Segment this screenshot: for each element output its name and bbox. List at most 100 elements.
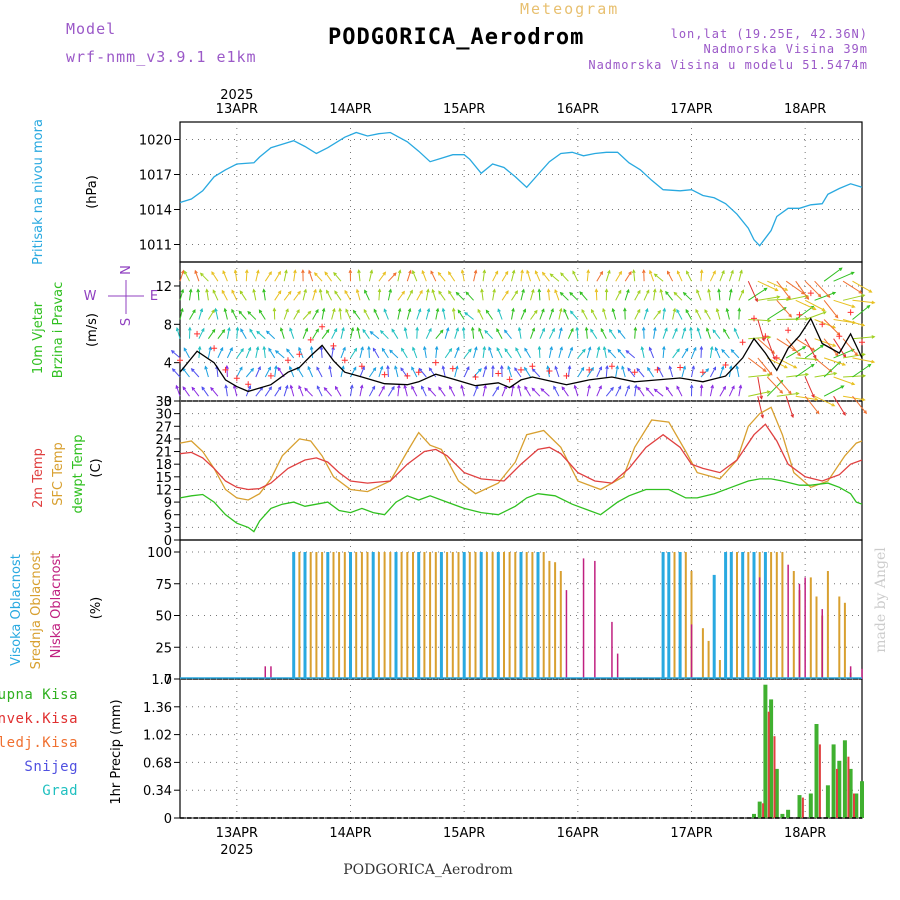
mid-cloud-bar [775, 552, 778, 679]
wind-arrow-head [372, 347, 377, 352]
wind-arrow [673, 292, 683, 301]
wind-arrow-head [696, 289, 700, 294]
wind-arrow-head [760, 414, 764, 419]
wind-arrow-head [617, 348, 621, 353]
wind-arrow-head [239, 366, 243, 371]
wind-arrow [283, 385, 288, 397]
wind-arrow [264, 367, 271, 378]
wind-arrow [795, 280, 809, 300]
wind-arrow [672, 348, 680, 359]
wind-arrow [482, 346, 486, 358]
wind-arrow [719, 270, 725, 282]
wind-arrow-head [534, 270, 539, 275]
wind-arrow [247, 311, 257, 320]
total-precip-bar [774, 768, 779, 818]
wind-arrow-head [551, 327, 555, 332]
wind-arrow [197, 289, 200, 301]
wind-arrow-head [249, 328, 253, 333]
mid-cloud-bar-group [298, 552, 852, 679]
wind-arrow-head [421, 385, 425, 390]
wind-arrow-head [348, 269, 353, 274]
wind-arrow-head [705, 327, 710, 332]
wind-arrow [785, 280, 805, 295]
wind-arrow [406, 308, 411, 320]
wind-arrow-head [640, 346, 645, 351]
wind-arrow-head [268, 386, 273, 391]
wind-arrow-head [768, 371, 773, 376]
temp2m-line [179, 423, 863, 491]
wind-arrow [683, 292, 692, 301]
mid-cloud-bar [684, 552, 687, 679]
wind-arrow-head [549, 346, 553, 351]
wind-gust-marker [773, 354, 780, 361]
wind-arrow [200, 272, 209, 282]
wind-gust-marker [222, 366, 229, 373]
wind-arrow [748, 374, 771, 378]
wind-arrow-head [664, 327, 668, 332]
wind-arrow [738, 308, 740, 320]
wind-arrow-head [707, 288, 711, 293]
wind-arrow-head [621, 365, 625, 370]
wind-arrow [312, 329, 319, 339]
wind-arrow [321, 329, 330, 340]
wind-arrow-head [541, 327, 545, 332]
wind-arrow-head [194, 269, 198, 274]
wind-arrow [643, 308, 648, 320]
wind-arrow [320, 346, 323, 358]
wind-arrow [718, 289, 721, 301]
wind-arrow-head [287, 290, 292, 295]
wind-arrow-head [460, 384, 464, 389]
wind-arrow [389, 349, 399, 359]
wind-arrow-head [191, 386, 196, 391]
wind-arrow [695, 309, 702, 320]
wind-arrow [833, 338, 847, 358]
wind-arrow [672, 328, 678, 339]
wind-arrow-head [182, 386, 187, 391]
wind-arrow-head [805, 372, 810, 377]
wind-arrow [189, 309, 196, 320]
wind-arrow [416, 327, 418, 339]
wind-arrow-head [411, 366, 415, 371]
wind-arrow [482, 366, 487, 378]
wind-arrow-head [423, 345, 427, 351]
wind-arrow [607, 349, 617, 359]
wind-arrow-head [334, 385, 339, 390]
wind-arrow [464, 312, 474, 320]
wind-arrow [852, 336, 875, 340]
wind-arrow [615, 290, 622, 301]
wind-arrow-head [657, 366, 661, 371]
high-cloud-bar [349, 552, 352, 679]
wind-gust-marker [785, 327, 792, 334]
wind-gust-marker [233, 375, 240, 382]
wind-arrow-head [611, 307, 616, 312]
y-tick-label: 50 [155, 610, 172, 625]
wind-arrow [637, 386, 645, 397]
wind-arrow [535, 270, 541, 282]
wind-arrow [501, 271, 509, 282]
wind-arrow-head [466, 365, 470, 371]
wind-arrow-head [682, 365, 686, 370]
wind-arrow-head [533, 309, 538, 314]
wind-arrow-head [725, 307, 730, 312]
cloud-unit-label: (%) [89, 597, 104, 620]
wind-arrow [263, 346, 266, 358]
compass-south-label: S [119, 318, 134, 326]
wind-arrow [226, 327, 230, 339]
wind-arrow [586, 367, 594, 378]
wind-arrow [412, 347, 418, 359]
wind-arrow-head [357, 269, 361, 274]
wind-arrow-head [871, 359, 876, 364]
wind-arrow-head [618, 270, 622, 275]
wind-arrow [511, 385, 514, 397]
wind-arrow-head [403, 384, 407, 389]
wind-arrow-head [303, 288, 307, 293]
y-tick-label: 1020 [139, 134, 172, 149]
wind-arrow [795, 357, 818, 361]
wind-arrow-head [625, 349, 630, 354]
wind-arrow [210, 387, 219, 397]
mid-cloud-bar [843, 602, 846, 679]
wind-arrow-head [699, 269, 704, 274]
wind-arrow [485, 310, 494, 320]
wind-arrow-head [288, 365, 293, 370]
mid-cloud-bar [809, 577, 812, 679]
